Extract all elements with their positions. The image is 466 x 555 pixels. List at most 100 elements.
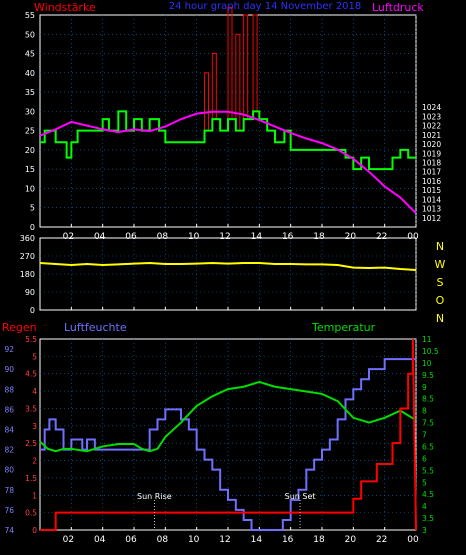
wind-y-tick-label: 45 — [25, 50, 35, 59]
wind-y-tick-label: 55 — [25, 11, 35, 20]
pressure-y-tick-label: 1014 — [422, 195, 441, 204]
pressure-y-tick-label: 1021 — [422, 131, 441, 140]
x-tick-label: 20 — [345, 232, 357, 242]
compass-label: W — [435, 258, 446, 271]
humidity-y-tick-label: 76 — [4, 506, 14, 515]
temperature-y-tick-label: 6.5 — [422, 442, 434, 451]
x-tick-label: 06 — [125, 232, 137, 242]
annotations: Sun Rise Sun Set — [137, 492, 316, 530]
x-tick-label: 14 — [251, 232, 263, 242]
sun-event-label: Sun Set — [285, 492, 316, 501]
pressure-y-tick-label: 1022 — [422, 122, 441, 131]
x-tick-label: 00 — [407, 232, 419, 242]
x-tick-label: 20 — [345, 535, 357, 545]
temperature-y-tick-label: 3 — [422, 526, 427, 535]
x-tick-label: 08 — [157, 535, 169, 545]
temperature-line — [39, 380, 417, 453]
humidity-y-tick-label: 80 — [4, 466, 14, 475]
rain-y-tick-label: 4 — [32, 387, 37, 396]
humidity-y-tick-label: 92 — [4, 345, 14, 354]
sun-event-label: Sun Rise — [137, 492, 172, 501]
temperature-y-tick-label: 7.5 — [422, 419, 434, 428]
humidity-y-tick-label: 74 — [4, 526, 14, 535]
wind-direction-line — [39, 261, 417, 271]
pressure-y-tick-label: 1023 — [422, 112, 441, 121]
pressure-y-tick-label: 1017 — [422, 168, 441, 177]
wind-y-tick-label: 10 — [25, 184, 35, 193]
direction-y-tick-label: 360 — [20, 234, 35, 243]
x-tick-label: 10 — [188, 232, 200, 242]
temperature-y-tick-label: 9.5 — [422, 371, 434, 380]
x-tick-label: 02 — [63, 232, 74, 242]
pressure-y-tick-label: 1015 — [422, 186, 441, 195]
rain-y-tick-label: 0 — [32, 526, 37, 535]
compass-label: O — [436, 294, 445, 307]
x-tick-label: 00 — [407, 535, 419, 545]
x-tick-label: 08 — [157, 232, 169, 242]
direction-y-tick-label: 90 — [25, 288, 35, 297]
temperature-y-tick-label: 10.5 — [422, 347, 439, 356]
direction-y-tick-label: 180 — [20, 270, 35, 279]
temperature-y-tick-label: 11 — [422, 335, 432, 344]
x-tick-label: 18 — [313, 232, 325, 242]
humidity-line — [40, 358, 416, 531]
rain-axis-title: Regen — [2, 321, 37, 334]
direction-y-tick-label: 0 — [30, 306, 35, 315]
wind-y-tick-label: 15 — [25, 165, 35, 174]
rain-y-tick-label: 5.5 — [25, 335, 37, 344]
temperature-y-tick-label: 5.5 — [422, 466, 434, 475]
humidity-y-tick-label: 78 — [4, 486, 14, 495]
wind-y-tick-label: 25 — [25, 127, 35, 136]
rain-y-tick-label: 1 — [32, 491, 37, 500]
humidity-y-tick-label: 82 — [4, 446, 14, 455]
x-tick-label: 04 — [94, 535, 106, 545]
x-tick-label: 22 — [376, 535, 387, 545]
x-tick-label: 22 — [376, 232, 387, 242]
data-series — [39, 6, 417, 531]
x-tick-label: 06 — [125, 535, 137, 545]
wind-y-tick-label: 40 — [25, 69, 35, 78]
temperature-y-tick-label: 7 — [422, 431, 427, 440]
wind-y-tick-label: 30 — [25, 107, 35, 116]
compass-label: S — [437, 276, 444, 289]
humidity-y-tick-label: 86 — [4, 405, 14, 414]
pressure-y-tick-label: 1020 — [422, 140, 441, 149]
temperature-y-tick-label: 5 — [422, 478, 427, 487]
x-tick-label: 12 — [219, 232, 230, 242]
wind-y-tick-label: 0 — [30, 223, 35, 232]
humidity-axis-title: Luftfeuchte — [64, 321, 127, 334]
temperature-y-tick-label: 10 — [422, 359, 432, 368]
x-tick-label: 14 — [251, 535, 263, 545]
humidity-y-tick-label: 88 — [4, 385, 14, 394]
temperature-y-tick-label: 9 — [422, 383, 427, 392]
x-tick-label: 04 — [94, 232, 106, 242]
temperature-y-tick-label: 8 — [422, 407, 427, 416]
humidity-y-tick-label: 90 — [4, 365, 14, 374]
compass-label: N — [436, 312, 444, 325]
pressure-y-tick-label: 1016 — [422, 177, 441, 186]
pressure-y-tick-label: 1018 — [422, 158, 441, 167]
wind-y-tick-label: 50 — [25, 30, 35, 39]
pressure-y-tick-label: 1013 — [422, 205, 441, 214]
x-tick-label: 12 — [219, 535, 230, 545]
x-tick-label: 10 — [188, 535, 200, 545]
pressure-axis-title: Luftdruck — [372, 1, 424, 14]
pressure-y-tick-label: 1024 — [422, 103, 441, 112]
rain-y-tick-label: 4.5 — [25, 370, 37, 379]
rain-y-tick-label: 3 — [32, 422, 37, 431]
wind-y-tick-label: 35 — [25, 88, 35, 97]
x-tick-label: 02 — [63, 535, 74, 545]
rain-y-tick-label: 2.5 — [25, 439, 37, 448]
temperature-y-tick-label: 4.5 — [422, 490, 434, 499]
chart-title: 24 hour graph day 14 November 2018 — [169, 1, 362, 12]
pressure-line — [39, 110, 417, 214]
rain-y-tick-label: 2 — [32, 457, 37, 466]
rain-y-tick-label: 0.5 — [25, 509, 37, 518]
rain-y-tick-label: 5 — [32, 352, 37, 361]
temperature-y-tick-label: 8.5 — [422, 395, 434, 404]
x-tick-label: 18 — [313, 535, 325, 545]
rain-y-tick-label: 1.5 — [25, 474, 37, 483]
pressure-y-tick-label: 1019 — [422, 149, 441, 158]
